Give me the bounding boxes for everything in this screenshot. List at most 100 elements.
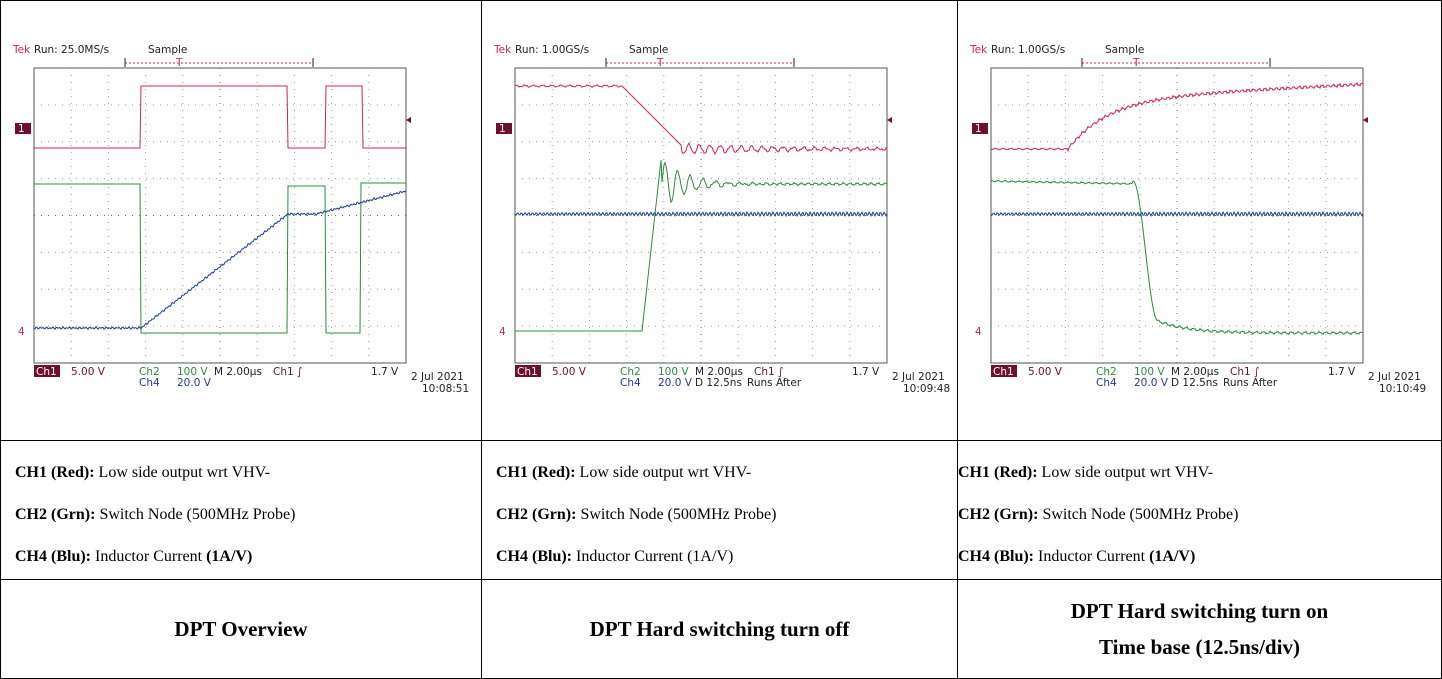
scope-text: Ch1 ∫ bbox=[273, 366, 302, 378]
trace bbox=[34, 191, 406, 330]
scope-text: 1 bbox=[499, 123, 506, 135]
channel-text: Low side output wrt VHV- bbox=[99, 464, 271, 481]
scope-text: 10:10:49 bbox=[1379, 383, 1426, 395]
scope-text: Run: 1.00GS/s bbox=[991, 44, 1065, 56]
scope-text: 10:08:51 bbox=[422, 383, 469, 395]
scope-text: T bbox=[1132, 57, 1140, 69]
channel-emphasis: (1A/V) bbox=[1149, 548, 1195, 565]
channel-line: CH1 (Red): Low side output wrt VHV- bbox=[15, 461, 481, 503]
scope-text: Run: 1.00GS/s bbox=[515, 44, 589, 56]
channel-label: CH1 (Red): bbox=[15, 464, 95, 481]
scope-text: Tek bbox=[969, 44, 988, 56]
scope-text: Ch1 bbox=[36, 366, 57, 378]
scope-text: Ch1 ∫ bbox=[1230, 366, 1259, 378]
channel-line: CH2 (Grn): Switch Node (500MHz Probe) bbox=[958, 503, 1441, 545]
scope-text: 5.00 V bbox=[552, 366, 587, 378]
scope-text: Ch1 ∫ bbox=[754, 366, 783, 378]
scope-text: 1.7 V bbox=[852, 366, 880, 378]
scope-text: 4 bbox=[975, 326, 982, 338]
scope-cell: TekRun: 25.0MS/sSampleT14Ch15.00 VCh2100… bbox=[1, 1, 482, 441]
scope-text: Run: 25.0MS/s bbox=[34, 44, 109, 56]
trace bbox=[991, 212, 1363, 216]
scope-text: 20.0 V bbox=[1134, 377, 1169, 389]
scope-text: Sample bbox=[148, 44, 187, 56]
scope-text: 20.0 V bbox=[658, 377, 693, 389]
scope-text: Runs After bbox=[747, 377, 802, 389]
scope-text: Runs After bbox=[1223, 377, 1278, 389]
table: TekRun: 25.0MS/sSampleT14Ch15.00 VCh2100… bbox=[0, 0, 1442, 679]
channel-text: Switch Node (500MHz Probe) bbox=[1042, 506, 1238, 523]
caption-line: DPT Hard switching turn off bbox=[590, 611, 850, 647]
scope-text: T bbox=[656, 57, 664, 69]
trigger-level-arrow bbox=[406, 117, 411, 123]
scope-text: Ch4 bbox=[139, 377, 160, 389]
channel-text: Switch Node (500MHz Probe) bbox=[99, 506, 295, 523]
scope-cell: TekRun: 1.00GS/sSampleT14Ch15.00 VCh2100… bbox=[958, 1, 1441, 441]
scope-text: Sample bbox=[629, 44, 668, 56]
scope-text: 4 bbox=[499, 326, 506, 338]
channel-line: CH1 (Red): Low side output wrt VHV- bbox=[496, 461, 957, 503]
channel-label: CH2 (Grn): bbox=[958, 506, 1038, 523]
trace bbox=[515, 160, 887, 331]
channel-line: CH2 (Grn): Switch Node (500MHz Probe) bbox=[15, 503, 481, 545]
channel-description: CH1 (Red): Low side output wrt VHV-CH2 (… bbox=[1, 441, 482, 580]
scope-text: 2 Jul 2021 bbox=[411, 371, 464, 383]
scope-text: 2 Jul 2021 bbox=[892, 371, 945, 383]
channel-text: Inductor Current bbox=[95, 548, 202, 565]
caption: DPT Overview bbox=[1, 580, 482, 678]
caption-line: DPT Overview bbox=[174, 611, 307, 647]
scope-text: 5.00 V bbox=[1028, 366, 1063, 378]
scope-text: T bbox=[175, 57, 183, 69]
trigger-level-arrow bbox=[887, 117, 892, 123]
scope-text: M 2.00µs bbox=[214, 366, 262, 378]
scope-text: 1 bbox=[18, 123, 25, 135]
caption: DPT Hard switching turn off bbox=[482, 580, 958, 678]
scope-text: Ch1 bbox=[993, 366, 1014, 378]
scope-text: 1 bbox=[975, 123, 982, 135]
caption-line: DPT Hard switching turn on bbox=[1071, 593, 1329, 629]
scope-text: D 12.5ns bbox=[695, 377, 742, 389]
scope-text: 1.7 V bbox=[371, 366, 399, 378]
channel-text: Low side output wrt VHV- bbox=[1042, 464, 1214, 481]
scope-text: 20.0 V bbox=[177, 377, 212, 389]
channel-line: CH4 (Blu): Inductor Current (1A/V) bbox=[496, 545, 957, 580]
channel-label: CH1 (Red): bbox=[958, 464, 1038, 481]
scope-text: 1.7 V bbox=[1328, 366, 1356, 378]
scope-text: D 12.5ns bbox=[1171, 377, 1218, 389]
scope-text: 2 Jul 2021 bbox=[1368, 371, 1421, 383]
trace bbox=[991, 83, 1363, 151]
scope-text: 5.00 V bbox=[71, 366, 106, 378]
channel-line: CH2 (Grn): Switch Node (500MHz Probe) bbox=[496, 503, 957, 545]
scope-text: Sample bbox=[1105, 44, 1144, 56]
channel-text: Inductor Current (1A/V) bbox=[576, 548, 733, 565]
scope-text: Tek bbox=[12, 44, 31, 56]
scope-text: Tek bbox=[493, 44, 512, 56]
channel-label: CH2 (Grn): bbox=[496, 506, 576, 523]
channel-label: CH4 (Blu): bbox=[15, 548, 91, 565]
channel-label: CH4 (Blu): bbox=[496, 548, 572, 565]
channel-text: Switch Node (500MHz Probe) bbox=[580, 506, 776, 523]
scope-text: 4 bbox=[18, 326, 25, 338]
trace bbox=[515, 212, 887, 216]
channel-description: CH1 (Red): Low side output wrt VHV-CH2 (… bbox=[482, 441, 958, 580]
channel-label: CH4 (Blu): bbox=[958, 548, 1034, 565]
scope-text: Ch4 bbox=[620, 377, 641, 389]
channel-label: CH1 (Red): bbox=[496, 464, 576, 481]
channel-text: Inductor Current bbox=[1038, 548, 1145, 565]
channel-emphasis: (1A/V) bbox=[206, 548, 252, 565]
channel-line: CH1 (Red): Low side output wrt VHV- bbox=[958, 461, 1441, 503]
channel-text: Low side output wrt VHV- bbox=[580, 464, 752, 481]
channel-line: CH4 (Blu): Inductor Current (1A/V) bbox=[958, 545, 1441, 580]
caption-line: Time base (12.5ns/div) bbox=[1099, 629, 1300, 665]
scope-text: Ch4 bbox=[1096, 377, 1117, 389]
scope-text: 10:09:48 bbox=[903, 383, 950, 395]
trace bbox=[515, 85, 887, 154]
trigger-level-arrow bbox=[1363, 117, 1368, 123]
page: TekRun: 25.0MS/sSampleT14Ch15.00 VCh2100… bbox=[0, 0, 1442, 679]
channel-description: CH1 (Red): Low side output wrt VHV-CH2 (… bbox=[958, 441, 1441, 580]
